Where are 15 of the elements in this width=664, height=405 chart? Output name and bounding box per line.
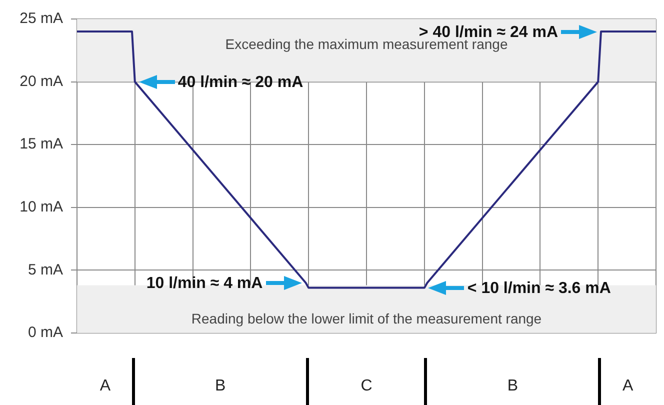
annotation: 40 l/min ≈ 20 mA (178, 74, 304, 92)
y-tick-label: 20 mA (20, 72, 63, 90)
y-tick-label: 0 mA (28, 324, 63, 342)
text: A (100, 377, 111, 394)
y-tick-label: 5 mA (28, 261, 63, 278)
text: C (360, 377, 372, 394)
text: B (214, 377, 226, 394)
y-tick-label: 25 mA (20, 10, 63, 28)
band-label: Reading below the lower limit of the measurement range (191, 310, 542, 326)
y-tick-label: 15 mA (20, 136, 63, 153)
y-tick-label: 10 mA (20, 198, 63, 216)
text: B (507, 377, 518, 394)
text: A (622, 377, 634, 394)
annotation: < 10 l/min ≈ 3.6 mA (467, 280, 612, 298)
annotation: 10 l/min ≈ 4 mA (146, 275, 264, 292)
